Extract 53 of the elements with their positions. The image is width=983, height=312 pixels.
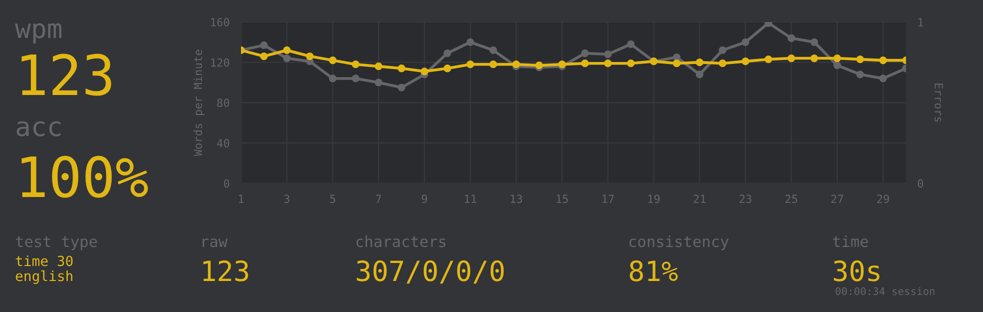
point xyxy=(283,54,291,62)
point xyxy=(672,60,681,68)
point xyxy=(398,64,406,72)
point xyxy=(328,74,337,82)
point xyxy=(833,54,842,62)
point xyxy=(283,46,291,54)
point xyxy=(718,46,726,54)
point xyxy=(879,74,887,82)
point xyxy=(856,55,864,64)
text: 123 xyxy=(203,260,248,282)
point xyxy=(604,60,612,68)
point xyxy=(696,58,704,66)
point xyxy=(374,62,382,70)
point xyxy=(328,56,337,64)
point xyxy=(306,52,314,60)
point xyxy=(444,64,452,72)
text: 81% xyxy=(630,260,678,282)
point xyxy=(627,40,635,48)
point xyxy=(696,70,704,78)
point xyxy=(260,52,268,60)
point xyxy=(374,78,382,86)
point xyxy=(260,41,268,50)
point xyxy=(879,56,887,64)
text: 123 xyxy=(22,54,112,96)
point xyxy=(764,55,772,64)
point xyxy=(352,60,360,68)
text: time 30 xyxy=(16,255,73,266)
point xyxy=(352,74,360,82)
point xyxy=(466,38,474,46)
point xyxy=(788,54,796,62)
point xyxy=(672,53,681,62)
point xyxy=(466,60,474,68)
point xyxy=(810,54,818,62)
point xyxy=(788,34,796,42)
text: 307/0/0/0 xyxy=(356,260,504,284)
text: 100% xyxy=(22,156,148,198)
point xyxy=(742,57,750,66)
point xyxy=(489,60,498,68)
text: 30s xyxy=(834,260,880,282)
point xyxy=(810,38,818,46)
point xyxy=(581,60,589,68)
point xyxy=(627,60,635,68)
point xyxy=(718,60,726,68)
point xyxy=(742,38,750,46)
point xyxy=(398,84,406,92)
point xyxy=(489,46,498,54)
text: english xyxy=(16,270,72,284)
point xyxy=(444,49,452,58)
point xyxy=(581,49,589,58)
point xyxy=(604,50,612,58)
point xyxy=(420,68,428,76)
point xyxy=(833,62,842,70)
point xyxy=(856,70,864,78)
